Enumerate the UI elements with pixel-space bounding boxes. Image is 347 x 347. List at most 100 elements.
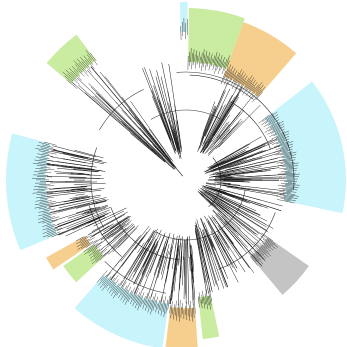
internal-branch (212, 93, 239, 136)
internal-branch (133, 238, 157, 285)
tip-branch (107, 275, 119, 291)
internal-branch (149, 69, 174, 143)
internal-branch (117, 236, 129, 248)
internal-branch (219, 175, 231, 178)
tip-branch (89, 250, 97, 257)
internal-branch (224, 221, 239, 237)
internal-branch (107, 227, 123, 240)
tip-branch (42, 224, 60, 231)
internal-branch (213, 167, 280, 177)
internal-arc (230, 101, 271, 150)
tip-branch (278, 188, 298, 191)
tip-branch (216, 58, 221, 71)
tip-branch (269, 128, 285, 137)
tip-branch (248, 252, 257, 263)
tip-branch (194, 299, 196, 314)
tip-branch (281, 173, 300, 176)
internal-branch (207, 187, 262, 207)
internal-branch (104, 76, 166, 154)
tip-branch (284, 184, 300, 186)
internal-branch (201, 114, 211, 140)
tip-branch (231, 69, 243, 90)
tip-branch (250, 249, 264, 265)
internal-arc (155, 190, 246, 241)
tip-branch (87, 58, 94, 65)
tip-branch (110, 283, 120, 296)
internal-branch (204, 235, 212, 255)
tip-branch (238, 73, 246, 87)
internal-branch (167, 246, 173, 269)
internal-branch (132, 242, 152, 277)
internal-branch (200, 190, 265, 237)
tip-branch (261, 232, 273, 241)
internal-branch (171, 235, 180, 301)
tip-branch (81, 61, 92, 73)
internal-branch (112, 228, 138, 253)
tip-branch (268, 118, 275, 123)
tip-branch (242, 77, 255, 96)
internal-branch (152, 228, 158, 238)
internal-branch (115, 220, 132, 233)
tip-branch (165, 299, 169, 314)
tip-branch (71, 66, 79, 73)
tip-branch (46, 227, 63, 234)
tip-branch (162, 296, 166, 313)
tip-branch (224, 69, 231, 85)
tip-branch (84, 59, 89, 65)
internal-branch (53, 203, 90, 213)
internal-branch (211, 189, 248, 203)
tip-branch (46, 227, 54, 231)
tip-branch (280, 170, 297, 173)
internal-branch (214, 87, 243, 134)
tip-branch (121, 285, 128, 296)
internal-branch (106, 236, 140, 277)
tip-branch (39, 200, 52, 203)
internal-branch (191, 245, 195, 272)
internal-branch (141, 245, 156, 274)
internal-branch (224, 218, 265, 260)
internal-branch (216, 213, 230, 228)
tip-branch (255, 86, 261, 93)
tip-branch (260, 235, 274, 246)
internal-branch (54, 171, 85, 174)
internal-branch (69, 196, 100, 203)
tip-branch (73, 60, 89, 77)
tip-branch (201, 49, 205, 72)
internal-branch (100, 223, 135, 253)
tip-branch (251, 86, 266, 103)
tip-branch (271, 119, 280, 125)
internal-branch (70, 188, 90, 191)
tip-branch (198, 51, 200, 61)
internal-branch (214, 158, 277, 174)
tip-branch (217, 60, 223, 74)
tip-branch (256, 244, 267, 254)
internal-branch (69, 195, 88, 199)
tip-branch (222, 62, 225, 67)
internal-branch (200, 191, 215, 203)
internal-branch (63, 153, 107, 164)
tip-branch (191, 53, 193, 70)
tip-branch (277, 154, 292, 159)
internal-branch (175, 235, 178, 248)
internal-branch (225, 166, 239, 171)
tip-branch (47, 231, 61, 238)
internal-branch (189, 245, 194, 301)
internal-branch (200, 105, 216, 144)
tip-branch (281, 154, 297, 159)
internal-branch (211, 149, 252, 169)
tip-branch (160, 299, 164, 316)
tip-branch (39, 170, 48, 172)
internal-branch (72, 82, 162, 160)
internal-branch (58, 197, 107, 209)
tip-branch (112, 287, 121, 299)
internal-branch (159, 240, 167, 261)
internal-branch (204, 122, 228, 154)
internal-branch (207, 199, 241, 230)
internal-branch (116, 215, 129, 224)
internal-branch (217, 195, 250, 213)
tip-branch (282, 143, 289, 147)
tip-branch (221, 58, 228, 74)
tip-branch (77, 242, 90, 250)
internal-branch (106, 234, 127, 254)
tip-branch (283, 196, 298, 199)
